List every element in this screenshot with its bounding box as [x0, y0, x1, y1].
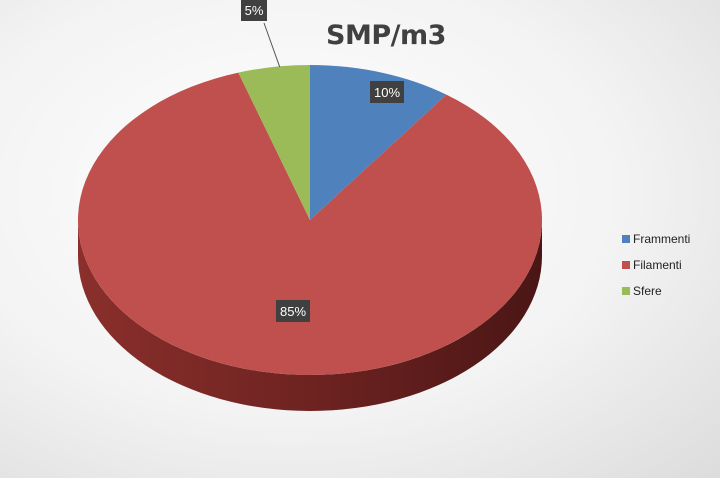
data-label-box [241, 0, 267, 21]
legend-label: Filamenti [633, 258, 682, 272]
data-label: 10% [374, 85, 400, 100]
legend-item-frammenti: Frammenti [622, 226, 714, 252]
pie-slice-sfere [238, 65, 310, 220]
data-label: 5% [245, 3, 264, 18]
legend-swatch [622, 261, 630, 269]
legend: Frammenti Filamenti Sfere [622, 226, 714, 304]
legend-item-filamenti: Filamenti [622, 252, 714, 278]
pie-side-wall [78, 220, 542, 411]
data-label-box [370, 81, 404, 103]
chart-title: SMP/m3 [326, 20, 446, 51]
pie-slice-frammenti [310, 65, 447, 220]
pie-slice-filamenti [78, 72, 542, 375]
legend-swatch [622, 287, 630, 295]
legend-item-sfere: Sfere [622, 278, 714, 304]
legend-label: Frammenti [633, 232, 691, 246]
leader-line [263, 22, 281, 68]
legend-label: Sfere [633, 284, 662, 298]
data-label-box [276, 300, 310, 322]
data-label: 85% [280, 304, 306, 319]
legend-swatch [622, 235, 630, 243]
